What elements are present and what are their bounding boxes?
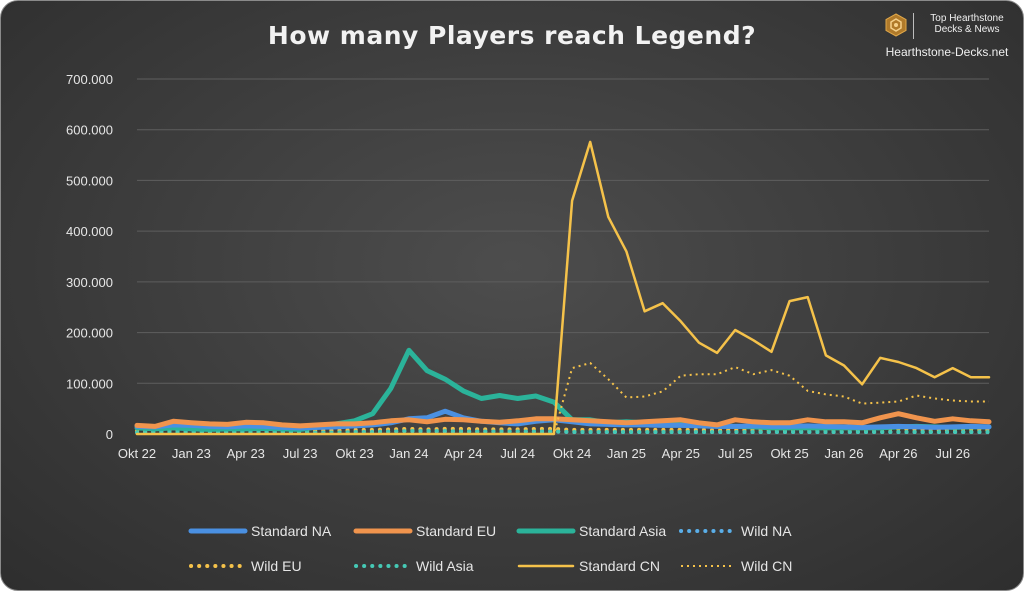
x-tick-label: Jan 24 — [389, 446, 428, 461]
brand-tagline-1: Top Hearthstone — [930, 13, 1004, 24]
brand-tagline-2: Decks & News — [934, 24, 1000, 35]
branding: Top Hearthstone Decks & News Hearthstone… — [877, 9, 1017, 63]
legend-label: Wild Asia — [416, 558, 474, 574]
x-tick-label: Jan 26 — [824, 446, 863, 461]
legend-label: Wild NA — [741, 523, 792, 539]
x-tick-label: Jul 23 — [283, 446, 318, 461]
x-tick-label: Apr 23 — [227, 446, 265, 461]
hexagon-logo-icon — [885, 13, 907, 37]
x-tick-label: Jul 24 — [500, 446, 535, 461]
x-tick-label: Okt 23 — [335, 446, 373, 461]
gridlines — [137, 78, 989, 435]
legend-label: Standard CN — [579, 558, 660, 574]
x-tick-label: Apr 26 — [879, 446, 917, 461]
y-tick-label: 200.000 — [66, 326, 113, 341]
y-tick-label: 100.000 — [66, 376, 113, 391]
x-tick-label: Okt 24 — [553, 446, 591, 461]
series-lines — [134, 140, 992, 436]
legend-label: Wild EU — [251, 558, 302, 574]
y-tick-label: 700.000 — [66, 72, 113, 87]
y-tick-label: 500.000 — [66, 173, 113, 188]
y-tick-label: 300.000 — [66, 275, 113, 290]
series-line-standard-cn — [135, 140, 991, 436]
legend: Standard NA Standard EU Standard Asia Wild … — [188, 523, 792, 574]
x-tick-label: Jan 23 — [172, 446, 211, 461]
x-tick-label: Apr 24 — [444, 446, 482, 461]
x-tick-label: Okt 22 — [118, 446, 156, 461]
y-tick-label: 400.000 — [66, 224, 113, 239]
brand-site: Hearthstone-Decks.net — [885, 45, 1009, 59]
x-tick-label: Jul 26 — [935, 446, 970, 461]
legend-label: Standard EU — [416, 523, 496, 539]
series-line-standard-eu — [134, 411, 992, 429]
x-tick-label: Jan 25 — [607, 446, 646, 461]
legend-label: Wild CN — [741, 558, 792, 574]
chart-title: How many Players reach Legend? — [267, 21, 757, 50]
series-line-wild-cn — [137, 362, 989, 435]
x-tick-label: Apr 25 — [662, 446, 700, 461]
x-axis-ticks: Okt 22 Jan 23 Apr 23 Jul 23 Okt 23 Jan 24 Apr … — [118, 446, 970, 461]
x-tick-label: Okt 25 — [770, 446, 808, 461]
legend-label: Standard NA — [251, 523, 332, 539]
y-tick-label: 600.000 — [66, 123, 113, 138]
y-tick-label: 0 — [106, 427, 113, 442]
legend-label: Standard Asia — [579, 523, 666, 539]
brand-divider — [913, 13, 914, 39]
x-tick-label: Jul 25 — [718, 446, 753, 461]
y-axis-ticks: 0 100.000 200.000 300.000 400.000 500.000 600.… — [66, 72, 113, 442]
